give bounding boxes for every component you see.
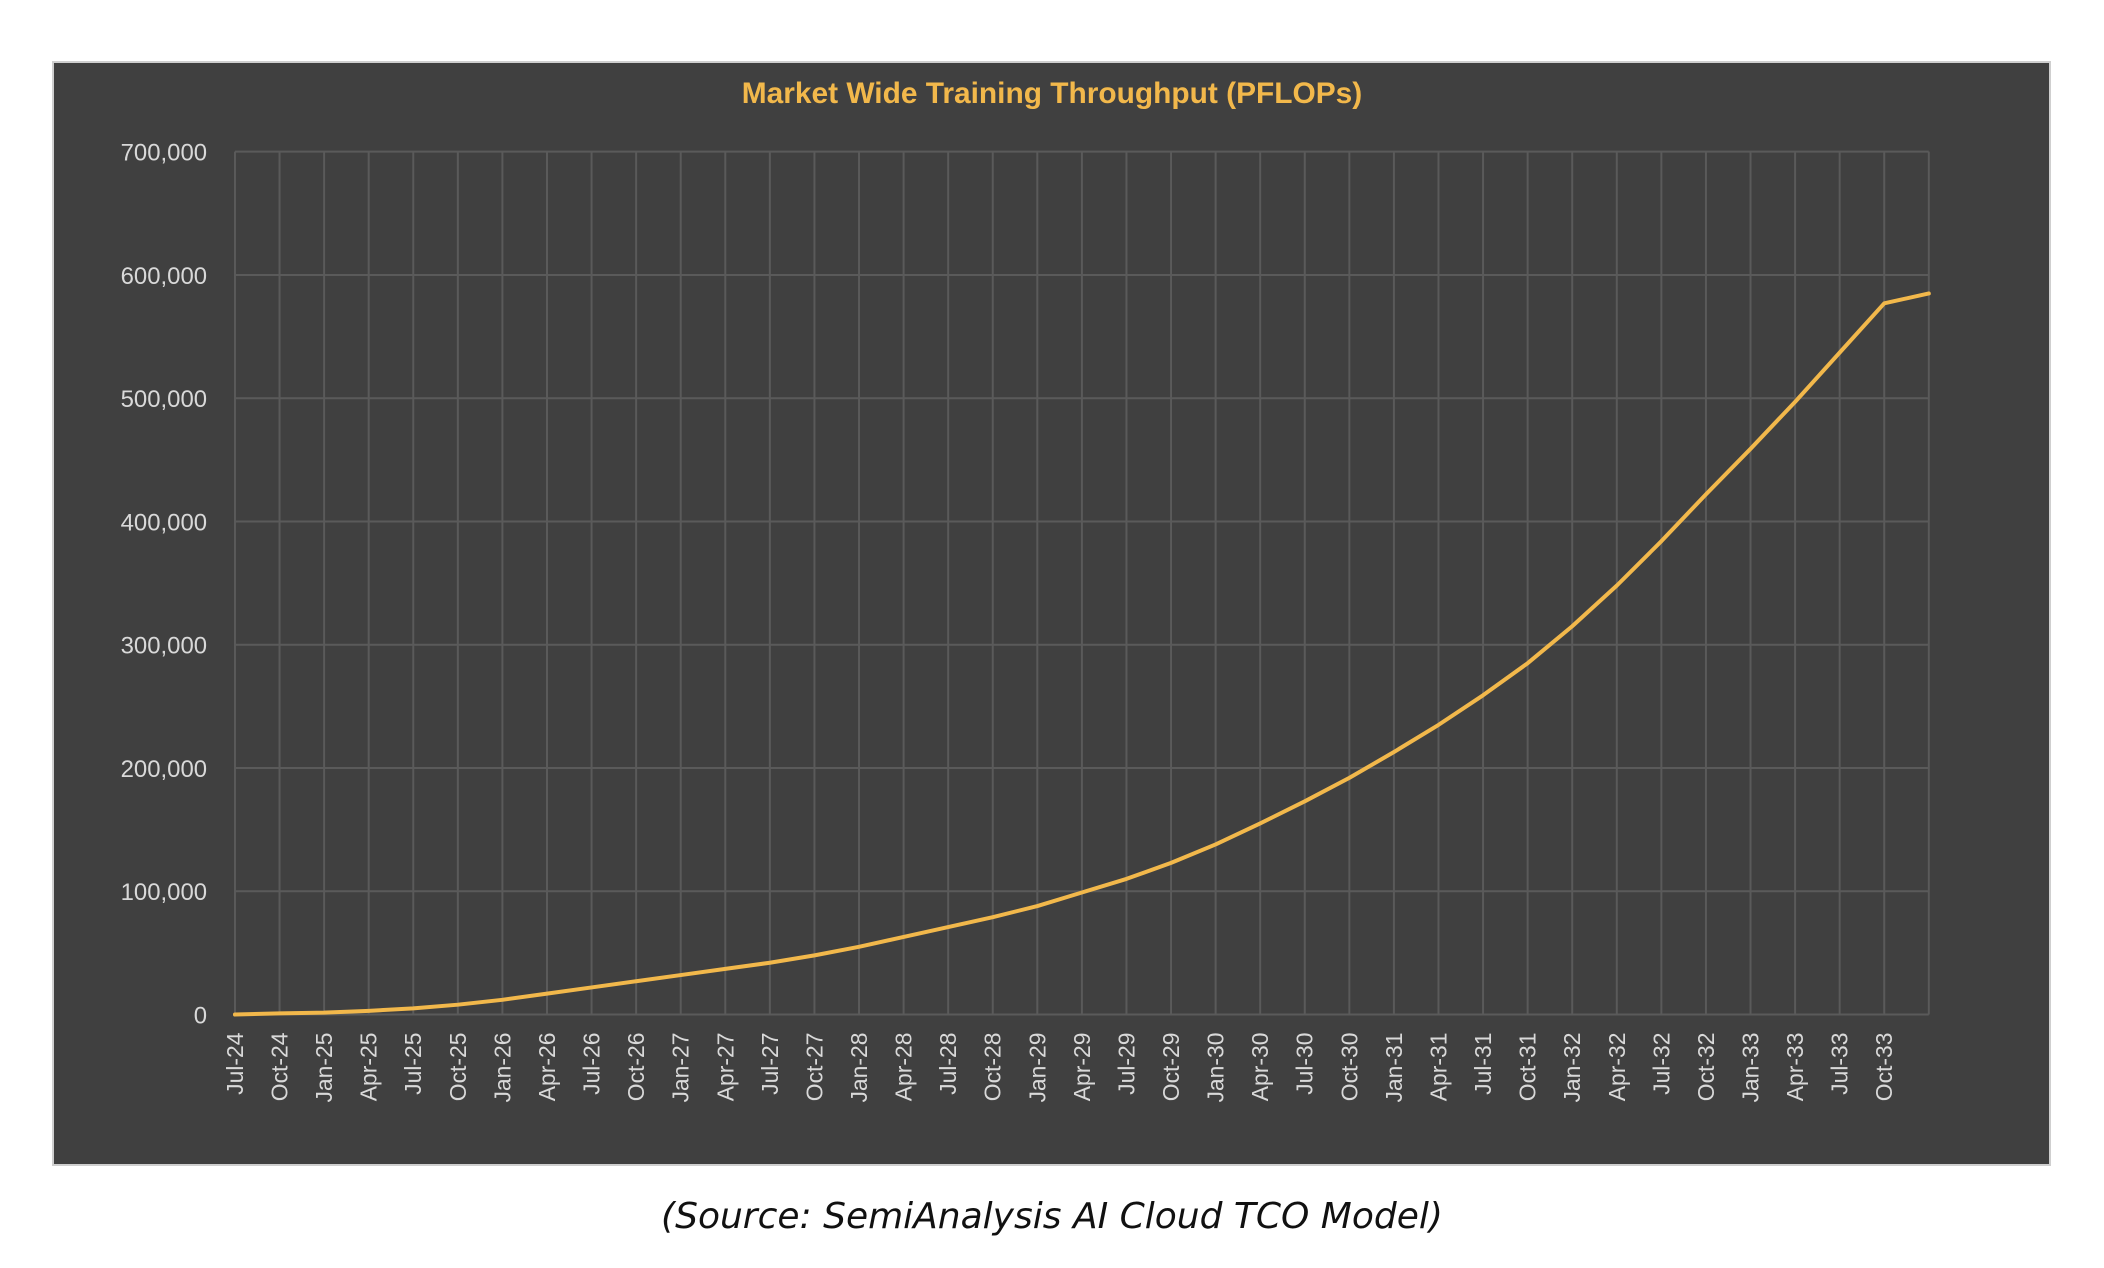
source-caption: (Source: SemiAnalysis AI Cloud TCO Model… (661, 1196, 1443, 1237)
x-tick-label: Apr-28 (891, 1032, 917, 1101)
x-tick-label: Jul-30 (1292, 1032, 1318, 1094)
y-tick-label: 700,000 (121, 140, 207, 167)
x-tick-label: Oct-27 (801, 1032, 827, 1101)
x-tick-label: Oct-29 (1158, 1032, 1184, 1101)
chart-title: Market Wide Training Throughput (PFLOPs) (742, 77, 1362, 110)
x-tick-label: Oct-26 (623, 1032, 649, 1101)
x-tick-label: Jul-24 (222, 1032, 248, 1095)
chart-frame: 0 100,000 200,000 300,000 400,000 500,000 600,… (52, 61, 2051, 1166)
x-tick-label: Jan-28 (846, 1032, 872, 1102)
x-tick-label: Jul-27 (757, 1032, 783, 1094)
y-tick-label: 200,000 (121, 756, 207, 783)
line-chart: 0 100,000 200,000 300,000 400,000 500,000 600,… (121, 77, 1931, 1103)
x-tick-label: Apr-33 (1782, 1032, 1808, 1101)
x-tick-label: Oct-32 (1693, 1032, 1719, 1101)
series-layer (232, 291, 1931, 1017)
y-axis-ticks: 0 100,000 200,000 300,000 400,000 500,000 600,… (121, 140, 207, 1030)
x-tick-label: Apr-29 (1069, 1032, 1095, 1101)
x-tick-label: Apr-26 (534, 1032, 560, 1101)
x-tick-label: Jan-25 (311, 1032, 337, 1102)
x-axis-ticks: Jul-24 Oct-24 Jan-25 Apr-25 Jul-25 Oct-25 Jan-… (222, 1032, 1897, 1102)
x-tick-label: Jan-32 (1559, 1032, 1585, 1102)
x-tick-label: Jul-31 (1470, 1032, 1496, 1094)
y-tick-label: 100,000 (121, 879, 207, 906)
x-tick-label: Jan-26 (489, 1032, 515, 1102)
x-tick-label: Jul-29 (1113, 1032, 1139, 1094)
x-tick-label: Apr-25 (356, 1032, 382, 1101)
grid-lines (233, 150, 1930, 1016)
x-tick-label: Apr-30 (1247, 1032, 1273, 1101)
x-tick-label: Oct-24 (267, 1032, 293, 1101)
y-tick-label: 300,000 (121, 633, 207, 660)
x-tick-label: Oct-28 (980, 1032, 1006, 1101)
y-tick-label: 600,000 (121, 263, 207, 290)
x-tick-label: Jan-31 (1381, 1032, 1407, 1102)
x-tick-label: Oct-33 (1871, 1032, 1897, 1101)
x-tick-label: Oct-25 (445, 1032, 471, 1101)
x-tick-label: Jul-26 (579, 1032, 605, 1094)
x-tick-label: Oct-31 (1515, 1032, 1541, 1101)
series-line (232, 291, 1931, 1017)
x-tick-label: Jan-27 (668, 1032, 694, 1102)
x-tick-label: Apr-27 (712, 1032, 738, 1101)
x-tick-label: Jan-30 (1203, 1032, 1229, 1102)
y-tick-label: 500,000 (121, 386, 207, 413)
y-tick-label: 400,000 (121, 509, 207, 536)
x-tick-label: Jul-25 (400, 1032, 426, 1094)
x-tick-label: Oct-30 (1336, 1032, 1362, 1101)
y-tick-label: 0 (194, 1003, 207, 1030)
x-tick-label: Apr-32 (1604, 1032, 1630, 1101)
x-tick-label: Jan-29 (1024, 1032, 1050, 1102)
x-tick-label: Jul-33 (1827, 1032, 1853, 1094)
x-tick-label: Jul-28 (935, 1032, 961, 1094)
x-tick-label: Jul-32 (1648, 1032, 1674, 1094)
x-tick-label: Apr-31 (1425, 1032, 1451, 1101)
x-tick-label: Jan-33 (1737, 1032, 1763, 1102)
